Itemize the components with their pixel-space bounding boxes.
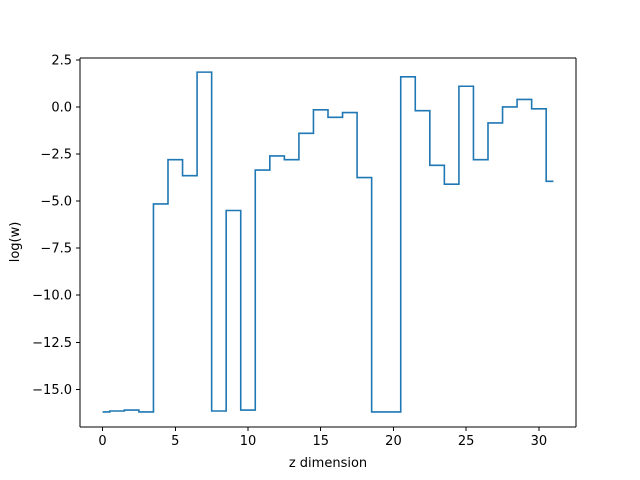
- y-tick-label: −2.5: [40, 148, 72, 163]
- x-tick-label: 20: [385, 434, 402, 449]
- x-axis-label: z dimension: [289, 456, 367, 471]
- plot-series: [102, 71, 554, 413]
- x-tick-label: 25: [458, 434, 475, 449]
- x-tick-label: 10: [240, 434, 257, 449]
- y-tick-label: 2.5: [51, 53, 72, 68]
- y-tick-label: 0.0: [51, 100, 72, 115]
- x-tick-label: 15: [312, 434, 329, 449]
- x-tick-label: 5: [171, 434, 179, 449]
- y-tick-label: −7.5: [40, 242, 72, 257]
- y-axis-ticks: 2.5 0.0 −2.5 −5.0 −7.5 −10.0 −12.5 −15.0: [32, 53, 80, 398]
- series-line-0: [102, 71, 554, 413]
- y-tick-label: −12.5: [32, 336, 72, 351]
- x-axis-ticks: 0 5 10 15 20 25 30: [98, 427, 547, 449]
- x-tick-label: 0: [98, 434, 106, 449]
- y-axis-label: log(w): [8, 222, 23, 263]
- y-tick-label: −10.0: [32, 289, 72, 304]
- y-tick-label: −5.0: [40, 195, 72, 210]
- axes-frame: [79, 57, 577, 428]
- x-tick-label: 30: [531, 434, 548, 449]
- y-tick-label: −15.0: [32, 383, 72, 398]
